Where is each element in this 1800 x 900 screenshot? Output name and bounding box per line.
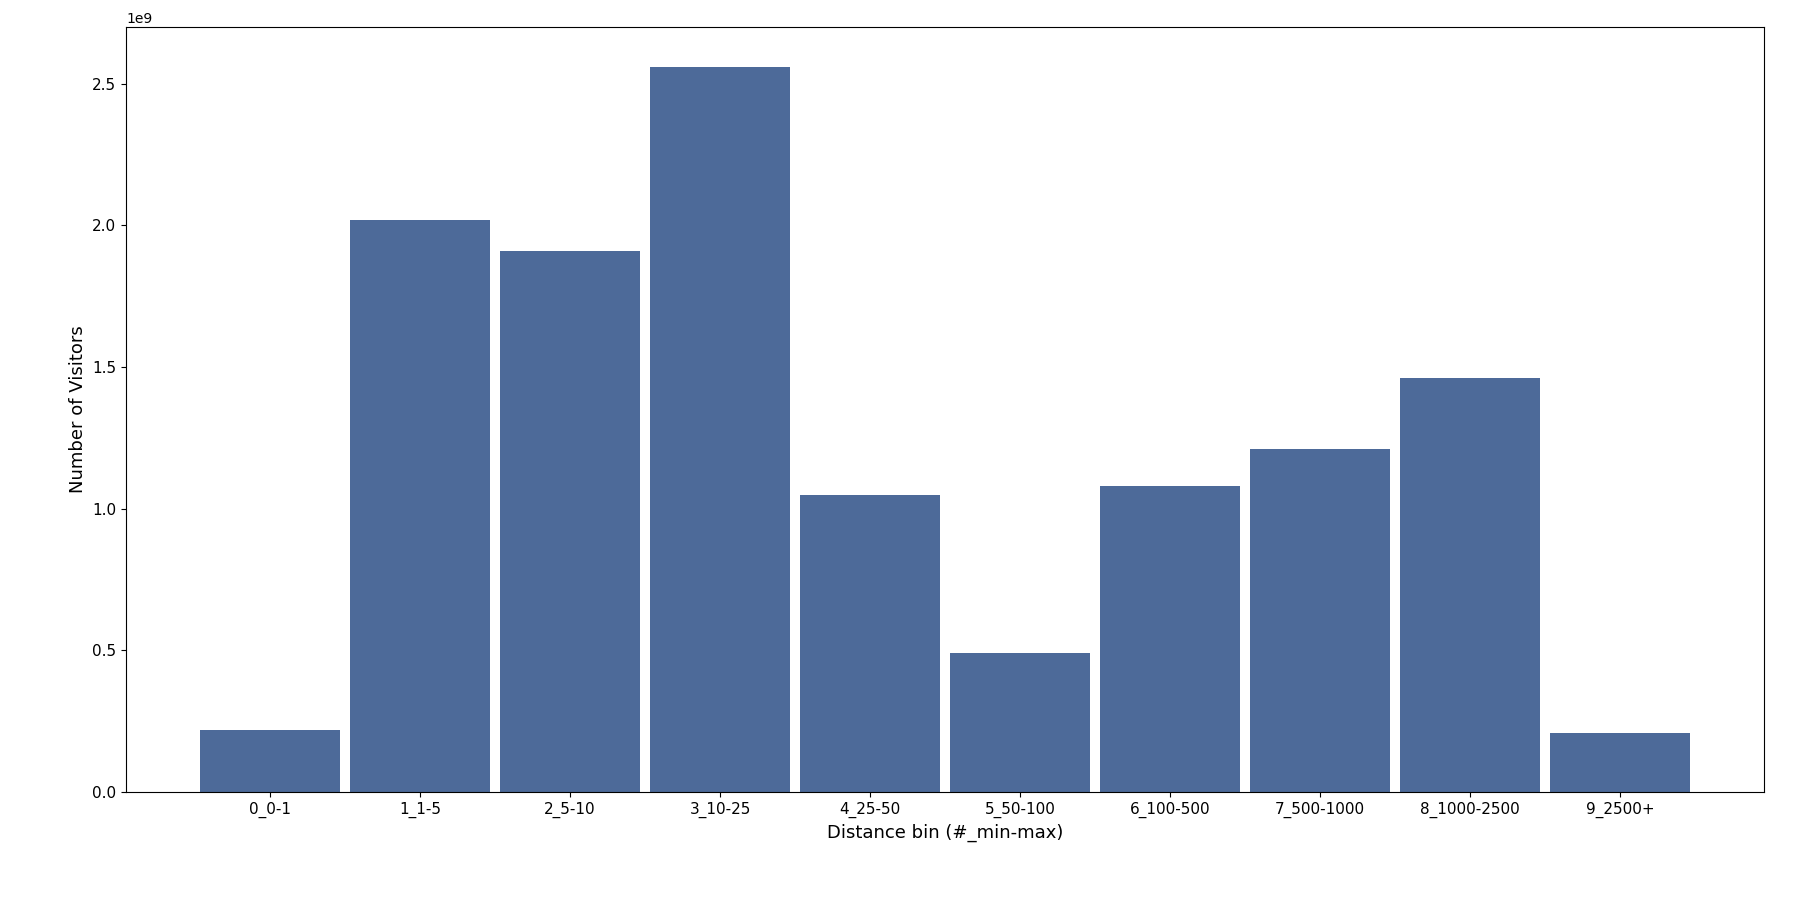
Bar	[1400, 378, 1539, 792]
Bar	[200, 730, 340, 792]
Bar	[1550, 733, 1690, 792]
X-axis label: Distance bin (#_min-max): Distance bin (#_min-max)	[826, 824, 1064, 842]
Bar	[801, 494, 940, 792]
Bar	[950, 653, 1089, 792]
Bar	[500, 251, 639, 792]
Y-axis label: Number of Visitors: Number of Visitors	[68, 326, 86, 493]
Bar	[1100, 486, 1240, 792]
Bar	[351, 220, 490, 792]
Bar	[650, 67, 790, 792]
Bar	[1251, 449, 1390, 792]
